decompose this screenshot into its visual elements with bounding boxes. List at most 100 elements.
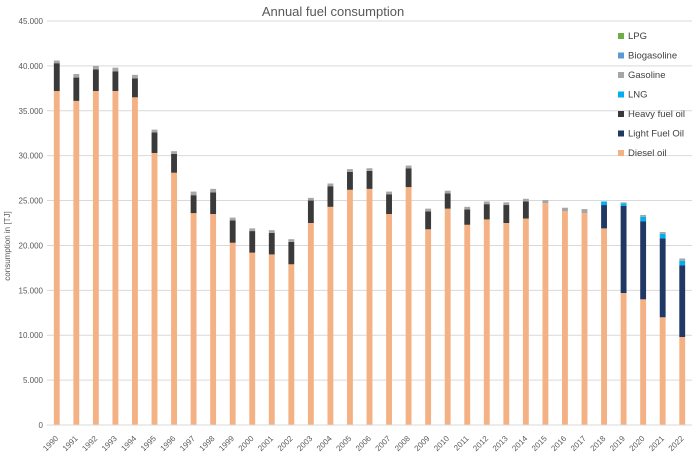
legend-label: Diesel oil (628, 148, 667, 159)
legend-label: LNG (628, 90, 648, 101)
bar-diesel-oil-1997 (190, 213, 197, 425)
y-tick-label: 30.000 (19, 152, 44, 161)
bar-light-fuel-oil-2022 (679, 265, 686, 338)
bar-diesel-oil-1998 (210, 214, 217, 425)
x-tick-label: 2010 (432, 434, 451, 453)
y-tick-label: 45.000 (19, 17, 44, 26)
bar-diesel-oil-1993 (112, 91, 119, 425)
bar-diesel-oil-2019 (620, 293, 627, 425)
bar-gasoline-2005 (347, 169, 353, 172)
y-tick-label: 35.000 (19, 107, 44, 116)
x-tick-label: 2021 (647, 434, 666, 453)
bar-heavy-fuel-oil-2012 (483, 204, 490, 220)
bar-heavy-fuel-oil-2008 (405, 168, 412, 188)
bar-gasoline-2017 (581, 209, 588, 214)
x-tick-label: 1995 (139, 434, 158, 453)
bar-gasoline-1997 (190, 191, 197, 196)
bar-gasoline-2004 (327, 183, 334, 187)
legend-label: Biogasoline (628, 51, 677, 62)
bar-heavy-fuel-oil-2009 (425, 211, 432, 230)
bar-gasoline-2019 (620, 202, 627, 204)
bar-diesel-oil-2007 (386, 214, 392, 425)
bar-heavy-fuel-oil-2005 (347, 171, 353, 190)
bar-heavy-fuel-oil-2006 (366, 170, 373, 189)
bar-diesel-oil-2008 (405, 187, 412, 425)
x-tick-label: 1992 (80, 434, 99, 453)
bar-gasoline-2012 (483, 201, 490, 205)
bar-lng-2018 (601, 201, 607, 206)
x-tick-label: 2002 (276, 434, 295, 453)
bar-gasoline-2001 (268, 230, 275, 233)
legend-item: Gasoline (618, 70, 666, 81)
bar-gasoline-1992 (92, 65, 99, 70)
bar-light-fuel-oil-2018 (601, 205, 607, 229)
bar-lng-2019 (620, 203, 627, 206)
x-tick-label: 1991 (61, 434, 80, 453)
chart-title: Annual fuel consumption (262, 4, 404, 19)
x-tick-label: 1999 (217, 434, 236, 453)
bar-diesel-oil-2006 (366, 188, 373, 425)
bar-heavy-fuel-oil-2007 (386, 194, 392, 215)
x-tick-label: 2018 (589, 434, 608, 453)
y-tick-label: 40.000 (19, 62, 44, 71)
bar-heavy-fuel-oil-1997 (190, 195, 197, 214)
bars (53, 60, 686, 426)
bar-lng-2020 (640, 216, 647, 222)
bar-gasoline-2022 (679, 258, 686, 261)
bar-diesel-oil-2017 (581, 213, 588, 425)
x-tick-label: 2017 (569, 434, 588, 453)
x-tick-label: 2020 (628, 434, 647, 453)
bar-light-fuel-oil-2020 (640, 221, 647, 300)
bar-heavy-fuel-oil-1992 (92, 69, 99, 92)
x-tick-label: 2001 (256, 434, 275, 453)
legend-swatch (618, 72, 624, 78)
bar-diesel-oil-2015 (542, 203, 549, 425)
bar-gasoline-1995 (151, 129, 158, 133)
bar-heavy-fuel-oil-2010 (444, 193, 451, 209)
legend: LPG Biogasoline Gasoline LNG Heavy fuel oil L… (618, 31, 685, 159)
bar-heavy-fuel-oil-1993 (112, 71, 119, 92)
bar-lng-2021 (659, 233, 666, 239)
bar-gasoline-2021 (659, 231, 666, 234)
bar-gasoline-2015 (542, 200, 549, 204)
bar-diesel-oil-2003 (307, 223, 314, 425)
bar-heavy-fuel-oil-1995 (151, 132, 158, 153)
x-tick-label: 2016 (549, 434, 568, 453)
x-tick-label: 1990 (41, 434, 60, 453)
x-tick-label: 2000 (237, 434, 256, 453)
x-tick-label: 2013 (491, 434, 510, 453)
bar-gasoline-2008 (405, 165, 412, 169)
legend-label: Light Fuel Oil (628, 129, 684, 140)
bar-diesel-oil-2012 (483, 219, 490, 425)
bar-lng-2022 (679, 260, 686, 266)
bar-gasoline-1993 (112, 67, 119, 72)
bar-heavy-fuel-oil-2014 (522, 201, 529, 219)
bar-diesel-oil-1991 (73, 100, 80, 425)
bar-gasoline-1999 (229, 217, 236, 221)
x-tick-label: 2008 (393, 434, 412, 453)
legend-label: Heavy fuel oil (628, 109, 685, 120)
bar-light-fuel-oil-2019 (620, 205, 627, 294)
y-axis-ticks: 0 5.000 10.000 15.000 20.000 25.000 30.000 35.0… (19, 17, 44, 430)
legend-item: LNG (618, 90, 648, 101)
bar-gasoline-2016 (562, 207, 568, 212)
x-tick-label: 2015 (530, 434, 549, 453)
bar-gasoline-2000 (249, 228, 256, 232)
legend-item: Diesel oil (618, 148, 667, 159)
y-tick-label: 25.000 (19, 197, 44, 206)
bar-diesel-oil-2002 (288, 264, 295, 425)
legend-swatch (618, 130, 624, 137)
bar-diesel-oil-2021 (659, 317, 666, 425)
bar-heavy-fuel-oil-2002 (288, 241, 295, 265)
bar-heavy-fuel-oil-1990 (53, 63, 60, 92)
bar-gasoline-2011 (464, 206, 471, 210)
bar-gasoline-2006 (366, 168, 373, 171)
x-tick-label: 2006 (354, 434, 373, 453)
y-tick-label: 0 (39, 421, 44, 430)
x-tick-label: 2007 (374, 434, 393, 453)
bar-diesel-oil-2013 (503, 223, 510, 425)
bar-diesel-oil-2004 (327, 206, 334, 425)
bar-diesel-oil-2001 (268, 254, 275, 425)
x-tick-label: 1997 (178, 434, 197, 453)
bar-diesel-oil-2016 (562, 211, 568, 425)
